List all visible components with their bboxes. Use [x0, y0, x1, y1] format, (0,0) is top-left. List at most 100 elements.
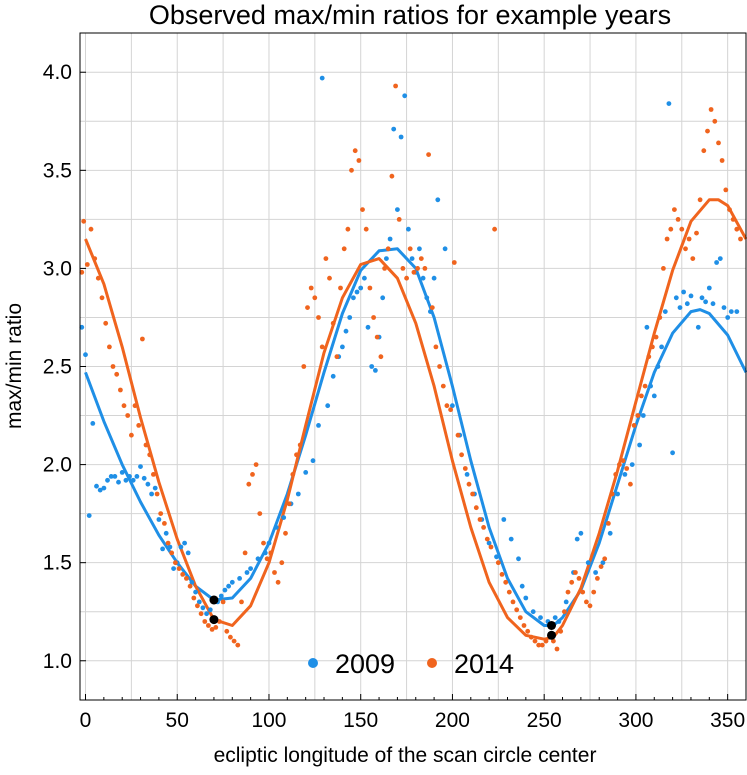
data-point-2014	[517, 615, 523, 620]
legend-marker-2009	[308, 658, 318, 668]
data-point-2009	[83, 352, 88, 358]
data-point-2014	[551, 638, 556, 644]
data-point-2009	[373, 368, 378, 373]
data-point-2009	[347, 315, 353, 320]
data-point-2014	[418, 256, 424, 261]
data-point-2014	[624, 466, 630, 471]
data-point-2014	[136, 423, 142, 428]
data-point-2009	[409, 256, 415, 261]
data-point-2009	[123, 477, 129, 483]
data-point-2009	[508, 536, 514, 542]
data-point-2014	[308, 285, 314, 291]
data-point-2009	[171, 566, 177, 571]
data-point-2009	[420, 275, 426, 281]
data-point-2014	[286, 501, 292, 507]
data-point-2014	[88, 226, 94, 232]
data-point-2009	[116, 479, 121, 485]
x-tick-label: 350	[710, 709, 745, 732]
data-point-2014	[455, 432, 461, 438]
data-point-2014	[539, 642, 545, 648]
data-point-2009	[134, 474, 140, 479]
data-point-2014	[301, 364, 307, 369]
data-point-2009	[178, 544, 184, 550]
data-point-2009	[90, 421, 96, 426]
data-point-2014	[719, 158, 725, 163]
data-point-2009	[428, 309, 433, 314]
data-point-2014	[400, 266, 406, 271]
data-point-2009	[273, 525, 279, 530]
data-point-2014	[327, 275, 332, 281]
data-point-2014	[422, 266, 428, 271]
data-point-2014	[191, 595, 197, 601]
data-point-2014	[492, 226, 497, 232]
data-point-2009	[728, 309, 734, 314]
data-point-2009	[193, 589, 199, 595]
data-point-2009	[406, 226, 411, 232]
data-point-2009	[86, 513, 92, 518]
data-point-2014	[440, 383, 446, 389]
data-point-2009	[640, 413, 646, 418]
data-point-2009	[319, 75, 325, 81]
data-point-2009	[648, 383, 653, 389]
data-point-2009	[450, 403, 455, 409]
data-point-2009	[673, 295, 679, 301]
data-point-2014	[562, 609, 567, 615]
data-point-2014	[103, 320, 109, 326]
data-point-2014	[187, 583, 193, 589]
data-point-2009	[622, 472, 628, 477]
data-point-2009	[519, 583, 525, 589]
data-point-2009	[710, 301, 716, 307]
data-point-2014	[382, 266, 387, 271]
data-point-2009	[156, 517, 162, 522]
data-point-2009	[101, 485, 107, 491]
data-point-2014	[367, 285, 373, 291]
data-point-2014	[393, 83, 398, 89]
data-point-2014	[264, 556, 270, 562]
data-point-2009	[340, 344, 345, 350]
data-point-2009	[138, 464, 143, 469]
data-point-2009	[629, 462, 635, 467]
data-point-2014	[279, 560, 285, 566]
data-point-2014	[514, 607, 520, 613]
data-point-2014	[316, 315, 321, 320]
data-point-2014	[356, 158, 362, 163]
data-point-2014	[257, 511, 263, 516]
x-tick-label: 50	[166, 709, 189, 732]
data-point-2014	[195, 603, 200, 609]
data-point-2014	[694, 230, 699, 236]
data-point-2009	[262, 550, 268, 556]
data-point-2014	[330, 320, 336, 326]
data-point-2014	[81, 218, 87, 224]
x-tick-label: 250	[527, 709, 562, 732]
data-point-2014	[558, 628, 564, 634]
data-point-2009	[578, 530, 584, 536]
data-point-2014	[352, 148, 358, 154]
x-tick-label: 200	[435, 709, 470, 732]
data-point-2009	[358, 285, 364, 291]
data-point-2014	[716, 140, 721, 146]
data-point-2009	[384, 256, 389, 261]
data-point-2014	[712, 118, 718, 124]
data-point-2014	[169, 550, 175, 556]
data-point-2009	[424, 295, 430, 301]
data-point-2014	[312, 295, 318, 301]
data-point-2009	[226, 583, 232, 589]
data-point-2014	[668, 226, 674, 232]
data-point-2014	[213, 625, 219, 630]
data-point-2014	[246, 481, 252, 487]
data-point-2009	[681, 289, 686, 295]
data-point-2014	[609, 491, 615, 497]
data-point-2009	[637, 442, 642, 448]
data-point-2014	[683, 246, 688, 252]
data-point-2009	[530, 609, 536, 615]
data-point-2009	[79, 324, 85, 330]
data-point-2014	[598, 564, 604, 569]
data-point-2009	[295, 491, 301, 497]
data-point-2014	[613, 472, 619, 477]
data-point-2009	[734, 309, 740, 314]
data-point-2014	[158, 511, 164, 516]
data-point-2014	[415, 266, 420, 271]
data-point-2009	[200, 605, 206, 611]
data-point-2014	[323, 256, 329, 261]
data-point-2014	[283, 530, 288, 536]
